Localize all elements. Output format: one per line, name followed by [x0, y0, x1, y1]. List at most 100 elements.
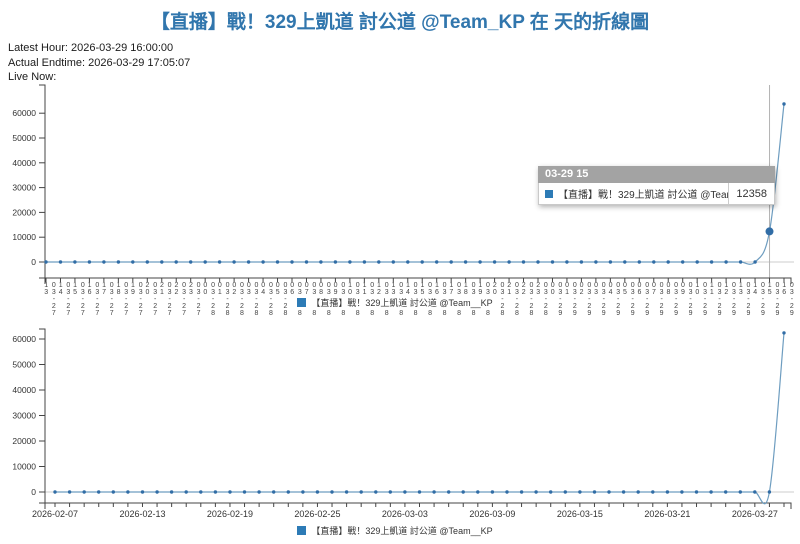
data-point[interactable] [507, 260, 511, 264]
data-point[interactable] [73, 260, 77, 264]
data-point[interactable] [461, 490, 465, 494]
data-point[interactable] [242, 490, 247, 494]
data-point[interactable] [724, 260, 728, 264]
data-point[interactable] [550, 260, 555, 264]
data-point[interactable] [681, 260, 685, 264]
data-point[interactable] [636, 490, 640, 494]
data-point[interactable] [111, 490, 116, 494]
data-point[interactable] [519, 490, 524, 494]
data-point[interactable] [319, 260, 323, 264]
data-point[interactable] [536, 260, 540, 264]
data-point[interactable] [406, 260, 410, 264]
data-point[interactable] [767, 490, 772, 494]
data-point[interactable] [290, 260, 294, 264]
data-point[interactable] [232, 260, 236, 264]
data-point[interactable] [432, 490, 436, 494]
data-point[interactable] [637, 260, 641, 264]
daily-line-chart[interactable]: 0 10000 20000 30000 40000 50000 60000 2026-02-0… [0, 320, 800, 544]
data-point[interactable] [189, 260, 193, 264]
legend-entry[interactable]: 【直播】戰！329上凱道 討公道 @Team__KP [294, 295, 496, 310]
data-point[interactable] [490, 490, 495, 494]
data-point[interactable] [304, 260, 309, 264]
data-point[interactable] [680, 490, 684, 494]
data-point[interactable] [694, 490, 699, 494]
data-point[interactable] [651, 490, 655, 494]
data-point[interactable] [330, 490, 334, 494]
data-point[interactable] [666, 260, 670, 264]
data-point[interactable] [709, 260, 714, 264]
data-point[interactable] [203, 260, 207, 264]
data-point[interactable] [272, 490, 276, 494]
data-point[interactable] [257, 490, 261, 494]
data-point[interactable] [565, 260, 569, 264]
data-point[interactable] [140, 490, 145, 494]
data-point[interactable] [623, 260, 627, 264]
data-point[interactable] [476, 490, 480, 494]
data-point[interactable] [97, 490, 101, 494]
data-point[interactable] [102, 260, 106, 264]
hourly-chart-legend[interactable]: 【直播】戰！329上凱道 討公道 @Team__KP [0, 295, 790, 310]
data-point[interactable] [592, 490, 597, 494]
data-point[interactable] [160, 260, 164, 264]
data-point[interactable] [724, 490, 728, 494]
data-point[interactable] [579, 260, 584, 264]
data-point[interactable] [116, 260, 121, 264]
data-point[interactable] [578, 490, 582, 494]
data-point[interactable] [449, 260, 453, 264]
data-point[interactable] [391, 260, 395, 264]
data-point[interactable] [286, 490, 290, 494]
data-point[interactable] [478, 260, 482, 264]
data-point[interactable] [301, 490, 305, 494]
data-point[interactable] [145, 260, 149, 264]
data-point[interactable] [155, 490, 159, 494]
data-point[interactable] [594, 260, 598, 264]
data-point[interactable] [82, 490, 86, 494]
data-point[interactable] [199, 490, 203, 494]
data-point[interactable] [261, 260, 265, 264]
data-point[interactable] [377, 260, 381, 264]
data-point[interactable] [184, 490, 188, 494]
data-point[interactable] [417, 490, 422, 494]
data-point[interactable] [169, 490, 174, 494]
data-point[interactable] [217, 260, 222, 264]
data-point[interactable] [621, 490, 626, 494]
data-point[interactable] [315, 490, 320, 494]
data-point[interactable] [652, 260, 656, 264]
data-point[interactable] [738, 260, 743, 264]
data-point[interactable] [246, 260, 251, 264]
data-point[interactable] [435, 260, 439, 264]
data-point[interactable] [53, 490, 57, 494]
data-point[interactable] [695, 260, 699, 264]
data-point[interactable] [403, 490, 407, 494]
data-point[interactable] [607, 490, 611, 494]
data-point[interactable] [131, 260, 135, 264]
data-point[interactable] [359, 490, 363, 494]
data-point[interactable] [126, 490, 130, 494]
data-point[interactable] [344, 490, 349, 494]
data-point[interactable] [333, 260, 338, 264]
data-point[interactable] [709, 490, 713, 494]
daily-chart-legend[interactable]: 【直播】戰！329上凱道 討公道 @Team__KP [0, 523, 790, 538]
data-point[interactable] [87, 260, 92, 264]
data-point[interactable] [362, 260, 367, 264]
data-point[interactable] [782, 102, 786, 106]
data-point[interactable] [174, 260, 178, 264]
data-point[interactable] [665, 490, 670, 494]
data-point[interactable] [492, 260, 497, 264]
data-point[interactable] [521, 260, 526, 264]
data-point[interactable] [608, 260, 613, 264]
data-point[interactable] [420, 260, 424, 264]
data-point[interactable] [67, 490, 72, 494]
data-point[interactable] [275, 260, 280, 264]
data-point[interactable] [228, 490, 232, 494]
data-point[interactable] [447, 490, 451, 494]
data-point[interactable] [463, 260, 468, 264]
data-point[interactable] [213, 490, 218, 494]
data-point[interactable] [374, 490, 378, 494]
data-point[interactable] [348, 260, 352, 264]
data-point[interactable] [782, 331, 786, 335]
data-point[interactable] [738, 490, 742, 494]
data-point[interactable] [534, 490, 538, 494]
data-point[interactable] [549, 490, 553, 494]
data-point[interactable] [58, 260, 63, 264]
